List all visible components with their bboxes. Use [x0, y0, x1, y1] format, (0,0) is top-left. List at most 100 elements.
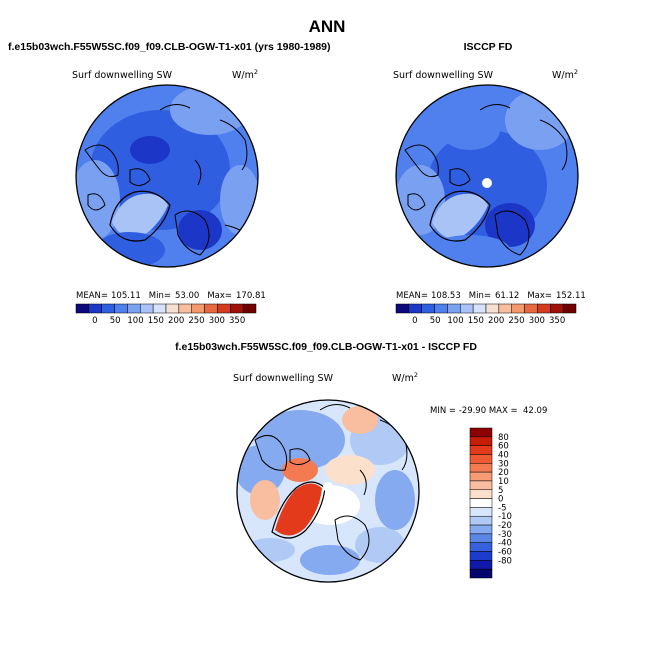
panel-model-colorbar: 0 50 100 150 200 250 300 350 — [75, 303, 257, 326]
colorbar-tick-label: 50 — [430, 316, 441, 326]
colorbar-swatch — [511, 303, 525, 314]
colorbar-tick-label: 300 — [529, 316, 545, 326]
colorbar-tick-label: -20 — [498, 521, 512, 531]
panel-model-units: W/m2 — [232, 68, 258, 81]
colorbar-tick-label: 300 — [209, 316, 225, 326]
colorbar-tick-label: 150 — [148, 316, 164, 326]
colorbar-swatch — [152, 303, 167, 314]
colorbar-swatch — [562, 303, 577, 314]
colorbar-swatch — [191, 303, 205, 314]
colorbar-tick-label: 80 — [498, 433, 509, 443]
colorbar-swatch — [434, 303, 448, 314]
colorbar-swatch — [469, 463, 493, 473]
colorbar-tick-label: 20 — [498, 468, 509, 478]
panel-model-variable: Surf downwelling SW — [72, 70, 173, 81]
panel-model-map-border — [75, 84, 259, 268]
panel-obs: ISCCP FD Surf downwelling SW W/m2 MEAN= 1… — [393, 41, 586, 326]
colorbar-swatch — [469, 515, 493, 526]
colorbar-tick-label: -30 — [498, 530, 512, 540]
colorbar-tick-label: 200 — [488, 316, 504, 326]
colorbar-swatch — [469, 489, 493, 499]
colorbar-swatch — [469, 551, 493, 561]
colorbar-swatch — [395, 303, 410, 314]
colorbar-swatch — [469, 498, 493, 508]
colorbar-swatch — [485, 303, 500, 314]
panel-obs-title: ISCCP FD — [464, 41, 513, 53]
colorbar-swatch — [469, 524, 493, 535]
colorbar-swatch — [204, 303, 218, 314]
colorbar-tick-label: -5 — [498, 503, 506, 513]
panel-model: f.e15b03wch.F55W5SC.f09_f09.CLB-OGW-T1-x… — [8, 41, 331, 326]
colorbar-tick-label: 250 — [508, 316, 524, 326]
colorbar-tick-label: 30 — [498, 459, 509, 469]
panel-diff-stats: MIN = -29.90 MAX = 42.09 — [430, 406, 547, 416]
colorbar-swatch — [75, 303, 90, 314]
colorbar-tick-label: 40 — [498, 450, 509, 460]
colorbar-swatch — [447, 303, 461, 314]
colorbar-swatch — [88, 303, 102, 314]
colorbar-swatch — [498, 303, 512, 314]
panel-obs-stats: MEAN= 108.53 Min= 61.12 Max= 152.11 — [396, 291, 586, 301]
colorbar-tick-label: 350 — [229, 316, 245, 326]
colorbar-tick-label: 50 — [110, 316, 121, 326]
colorbar-swatch — [469, 533, 493, 543]
panel-model-title: f.e15b03wch.F55W5SC.f09_f09.CLB-OGW-T1-x… — [8, 41, 331, 53]
colorbar-swatch — [140, 303, 154, 314]
panel-diff-title: f.e15b03wch.F55W5SC.f09_f09.CLB-OGW-T1-x… — [175, 341, 477, 353]
colorbar-swatch — [469, 568, 493, 579]
colorbar-swatch — [127, 303, 141, 314]
colorbar-tick-label: 150 — [468, 316, 484, 326]
colorbar-swatch — [469, 542, 493, 552]
colorbar-swatch — [469, 471, 493, 482]
colorbar-tick-label: 0 — [412, 316, 417, 326]
colorbar-swatch — [230, 303, 244, 314]
colorbar-swatch — [469, 454, 493, 464]
colorbar-tick-label: 200 — [168, 316, 184, 326]
colorbar-swatch — [460, 303, 474, 314]
panel-obs-map-border — [395, 84, 579, 268]
colorbar-tick-label: 350 — [549, 316, 565, 326]
colorbar-swatch — [165, 303, 180, 314]
colorbar-swatch — [472, 303, 487, 314]
colorbar-swatch — [469, 507, 493, 517]
panel-model-map — [76, 85, 258, 267]
colorbar-tick-label: -10 — [498, 512, 512, 522]
panel-obs-pole-mask — [482, 178, 492, 188]
panel-obs-variable: Surf downwelling SW — [393, 70, 494, 81]
panel-obs-units: W/m2 — [552, 68, 578, 81]
colorbar-swatch — [242, 303, 257, 314]
colorbar-swatch — [469, 560, 493, 570]
colorbar-swatch — [178, 303, 192, 314]
colorbar-swatch — [469, 445, 493, 455]
colorbar-swatch — [550, 303, 564, 314]
colorbar-swatch — [114, 303, 128, 314]
colorbar-swatch — [217, 303, 231, 314]
colorbar-swatch — [421, 303, 435, 314]
colorbar-tick-label: 5 — [498, 486, 503, 496]
panel-diff-map-border — [236, 399, 420, 583]
colorbar-swatch — [537, 303, 551, 314]
page-title: ANN — [309, 17, 346, 36]
colorbar-tick-label: -80 — [498, 556, 512, 566]
colorbar-tick-label: 100 — [447, 316, 463, 326]
colorbar-tick-label: 250 — [188, 316, 204, 326]
panel-model-stats: MEAN= 105.11 Min= 53.00 Max= 170.81 — [76, 291, 266, 301]
panel-diff-variable: Surf downwelling SW — [233, 373, 334, 384]
panel-diff-units: W/m2 — [392, 371, 418, 384]
colorbar-swatch — [524, 303, 538, 314]
panel-diff: f.e15b03wch.F55W5SC.f09_f09.CLB-OGW-T1-x… — [175, 341, 547, 583]
panel-diff-map — [237, 400, 419, 582]
colorbar-swatch — [469, 436, 493, 446]
colorbar-swatch — [408, 303, 422, 314]
colorbar-tick-label: 60 — [498, 442, 509, 452]
colorbar-tick-label: 0 — [92, 316, 97, 326]
colorbar-tick-label: -40 — [498, 539, 512, 549]
colorbar-tick-label: -60 — [498, 548, 512, 558]
panel-obs-colorbar: 0 50 100 150 200 250 300 350 — [395, 303, 577, 326]
panel-diff-pole-mask — [323, 482, 333, 492]
colorbar-tick-label: 10 — [498, 477, 509, 487]
colorbar-swatch — [469, 427, 493, 438]
colorbar-swatch — [469, 480, 493, 491]
